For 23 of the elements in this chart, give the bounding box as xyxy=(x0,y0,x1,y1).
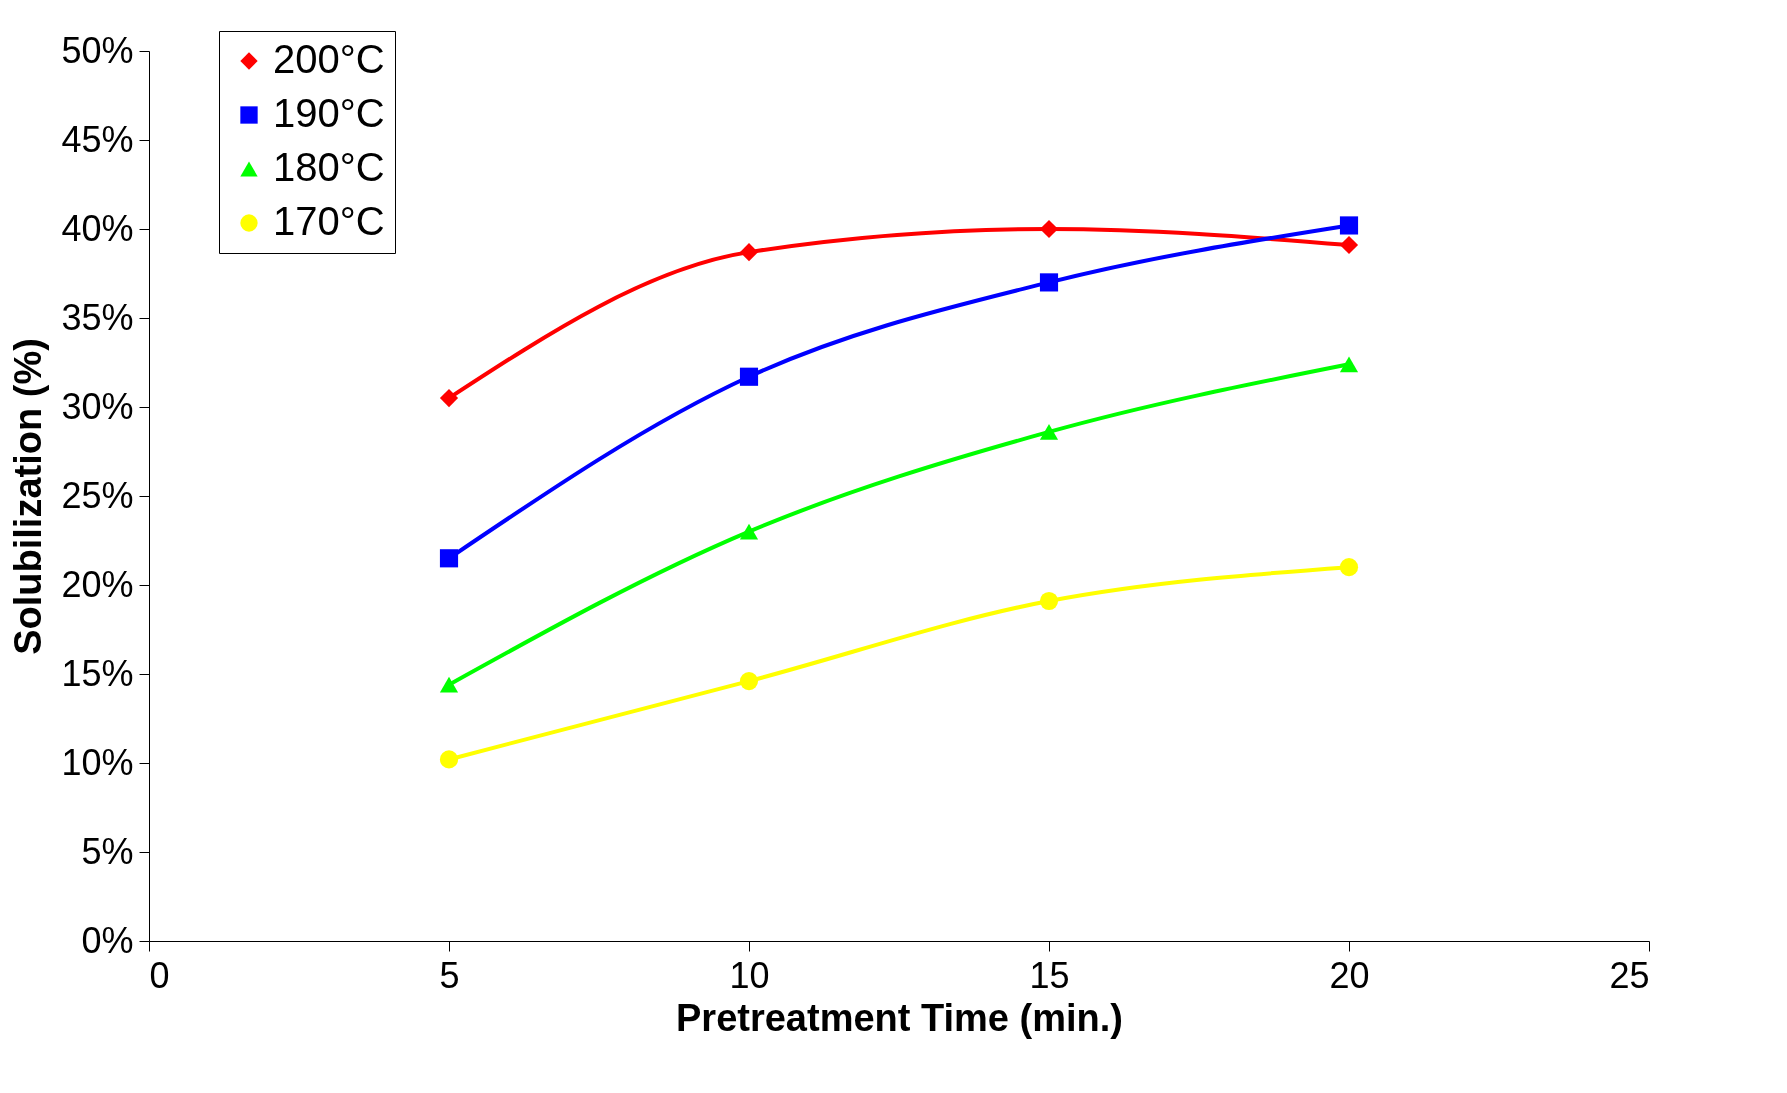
legend-label: 200°C xyxy=(273,37,385,81)
x-tick-label: 0 xyxy=(149,954,170,996)
y-tick-label: 35% xyxy=(61,296,134,338)
y-tick-label: 30% xyxy=(61,385,134,427)
x-axis-title: Pretreatment Time (min.) xyxy=(676,996,1123,1039)
y-tick-label: 40% xyxy=(61,207,134,249)
y-axis-title: Solubilization (%) xyxy=(7,338,50,655)
y-tick-label: 0% xyxy=(81,919,134,961)
y-tick-label: 15% xyxy=(61,652,134,694)
y-tick-label: 25% xyxy=(61,474,134,516)
y-tick-label: 45% xyxy=(61,118,134,160)
x-tick-label: 10 xyxy=(729,954,770,996)
x-tick-label: 15 xyxy=(1029,954,1070,996)
x-tick-label: 5 xyxy=(439,954,460,996)
legend-label: 180°C xyxy=(273,145,385,189)
x-tick-label: 20 xyxy=(1329,954,1370,996)
legend-label: 190°C xyxy=(273,91,385,135)
y-tick-label: 10% xyxy=(61,741,134,783)
legend-label: 170°C xyxy=(273,199,385,243)
y-tick-label: 20% xyxy=(61,563,134,605)
y-tick-label: 50% xyxy=(61,29,134,71)
x-tick-label: 25 xyxy=(1609,954,1650,996)
y-tick-label: 5% xyxy=(81,830,134,872)
